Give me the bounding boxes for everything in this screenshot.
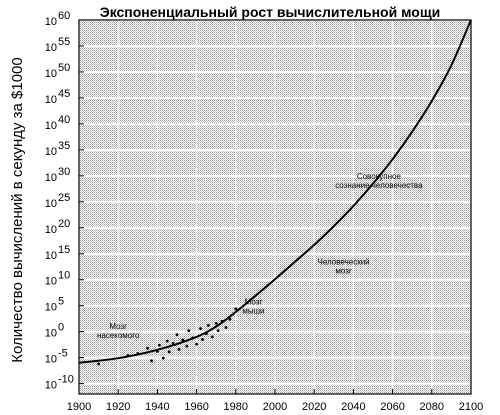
y-tick-exponent: 20 <box>58 218 70 230</box>
x-tick-label: 2100 <box>459 401 483 413</box>
y-tick-label: 10 <box>45 120 57 132</box>
x-tick-label: 2040 <box>341 401 365 413</box>
annotation-label: мозг <box>335 267 352 276</box>
data-point <box>199 327 202 330</box>
y-tick-exponent: -10 <box>58 374 74 386</box>
y-tick-label: 10 <box>45 42 57 54</box>
data-point <box>126 354 130 357</box>
data-point <box>156 350 159 353</box>
data-point <box>97 362 100 366</box>
y-tick-exponent: 45 <box>58 88 70 100</box>
y-tick-label: 10 <box>45 94 57 106</box>
y-axis-label: Количество вычислений в секунду за $1000 <box>9 57 26 362</box>
data-point <box>214 321 218 325</box>
scatter-points <box>97 307 238 366</box>
data-point <box>167 350 171 354</box>
data-point <box>195 342 199 346</box>
data-point <box>205 332 208 336</box>
y-tick-label: 10 <box>45 146 57 158</box>
annotation-label: Человеческий <box>318 258 370 267</box>
y-tick-exponent: 0 <box>58 322 64 334</box>
data-point <box>220 319 224 323</box>
y-tick-exponent: 5 <box>58 296 64 308</box>
data-point <box>234 307 238 311</box>
x-tick-label: 1900 <box>67 401 91 413</box>
x-tick-label: 2080 <box>420 401 444 413</box>
y-tick-exponent: 10 <box>58 270 70 282</box>
data-point <box>201 338 204 341</box>
data-point <box>181 338 185 342</box>
chart-title: Экспоненциальный рост вычислительной мощ… <box>100 4 441 20</box>
annotation-label: насекомого <box>97 331 140 340</box>
x-tick-label: 2020 <box>302 401 326 413</box>
data-point <box>171 341 175 345</box>
plot-frame <box>78 19 472 395</box>
data-point <box>175 333 179 337</box>
annotation-label: Мозг <box>245 298 263 307</box>
x-tick-label: 1980 <box>224 401 248 413</box>
y-tick-label: 10 <box>45 328 57 340</box>
data-point <box>210 335 214 339</box>
y-tick-exponent: 15 <box>58 244 70 256</box>
data-point <box>157 343 161 347</box>
x-tick-label: 1960 <box>184 401 208 413</box>
data-point <box>228 317 232 321</box>
data-point <box>216 329 220 333</box>
x-tick-label: 1940 <box>145 401 169 413</box>
y-tick-exponent: 25 <box>58 192 70 204</box>
data-point <box>146 346 150 350</box>
y-tick-label: 10 <box>45 16 57 28</box>
y-tick-label: 10 <box>45 302 57 314</box>
annotation-label: Мозг <box>109 322 127 331</box>
y-tick-label: 10 <box>45 198 57 210</box>
data-point <box>224 326 228 329</box>
y-tick-label: 10 <box>45 276 57 288</box>
y-tick-exponent: 55 <box>58 36 70 48</box>
x-tick-label: 1920 <box>106 401 130 413</box>
y-tick-label: 10 <box>45 224 57 236</box>
data-point <box>191 336 195 340</box>
annotation-label: сознание человечества <box>335 181 423 190</box>
data-point <box>206 324 210 327</box>
data-point <box>150 359 153 363</box>
data-point <box>161 356 165 360</box>
y-tick-label: 10 <box>45 172 57 184</box>
x-tick-label: 2000 <box>263 401 287 413</box>
data-point <box>185 344 189 348</box>
data-point <box>136 352 140 355</box>
annotation-label: мыши <box>242 307 264 316</box>
y-tick-exponent: 40 <box>58 114 70 126</box>
x-axis-ticks: 1900 1920 1940 1960 1980 2000 2020 2040 2060 2080… <box>67 401 483 413</box>
annotation-label: Совокупное <box>357 172 402 181</box>
data-point <box>187 329 191 333</box>
y-tick-exponent: 35 <box>58 140 70 152</box>
data-point <box>165 339 169 343</box>
y-tick-label: 10 <box>45 68 57 80</box>
data-point <box>177 347 181 351</box>
y-tick-label: 10 <box>45 354 57 366</box>
y-tick-exponent: 50 <box>58 62 70 74</box>
y-tick-label: 10 <box>45 380 57 392</box>
y-tick-exponent: -5 <box>58 348 68 360</box>
y-tick-exponent: 60 <box>58 10 70 22</box>
y-tick-exponent: 30 <box>58 166 70 178</box>
annotations: МозгнасекомогоМозгмышиЧеловеческиймозгСо… <box>97 172 423 340</box>
y-tick-label: 10 <box>45 250 57 262</box>
x-tick-label: 2060 <box>380 401 404 413</box>
